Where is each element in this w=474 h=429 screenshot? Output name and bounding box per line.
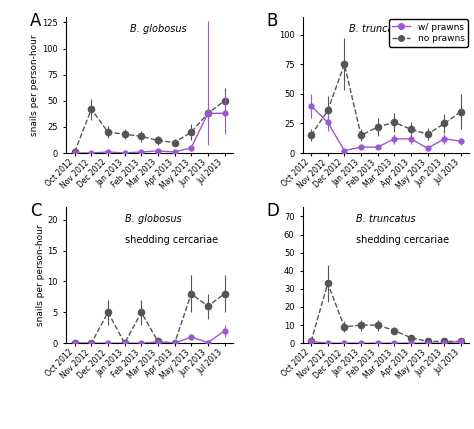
Text: B. truncatus: B. truncatus (356, 214, 416, 224)
Y-axis label: snails per person-hour: snails per person-hour (36, 224, 45, 326)
Y-axis label: snails per person-hour: snails per person-hour (30, 34, 39, 136)
Text: shedding cercariae: shedding cercariae (356, 235, 449, 245)
Text: C: C (30, 202, 41, 220)
Text: B. globosus: B. globosus (125, 214, 181, 224)
Legend: w/ prawns, no prawns: w/ prawns, no prawns (389, 19, 468, 47)
Text: B. truncatus: B. truncatus (349, 24, 409, 34)
Text: shedding cercariae: shedding cercariae (125, 235, 218, 245)
Text: B. globosus: B. globosus (129, 24, 186, 34)
Text: B: B (266, 12, 277, 30)
Text: D: D (266, 202, 279, 220)
Text: A: A (30, 12, 41, 30)
